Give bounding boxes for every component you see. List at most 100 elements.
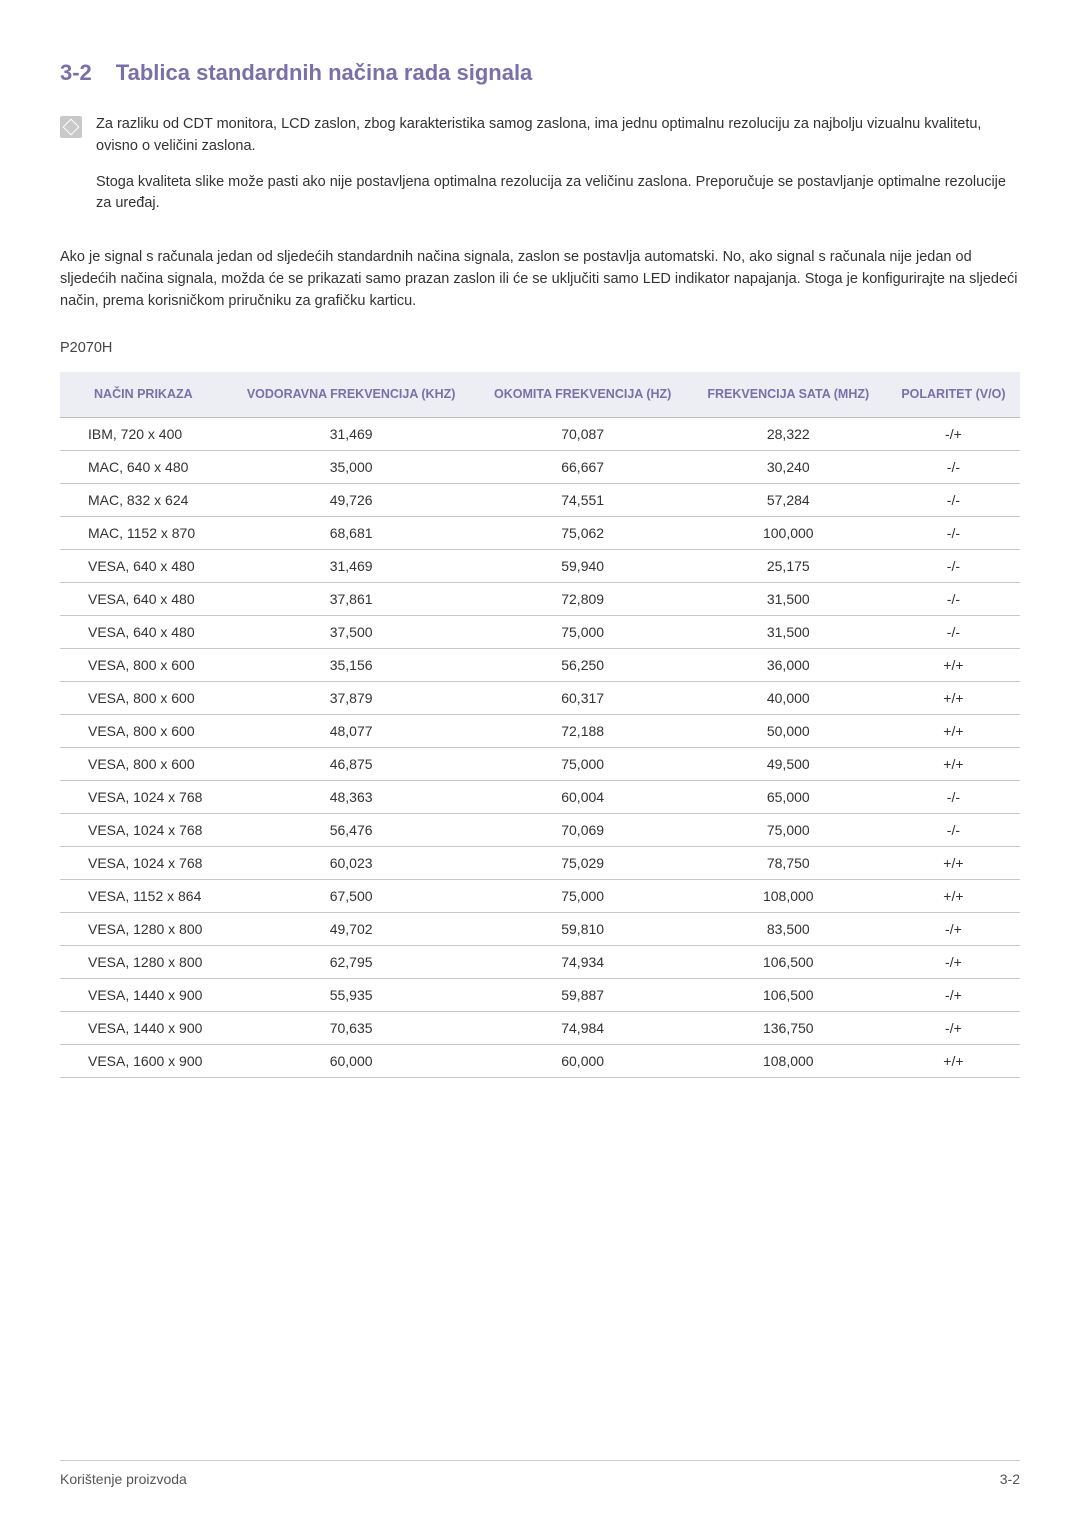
table-row: VESA, 640 x 48037,86172,80931,500-/- (60, 583, 1020, 616)
table-row: VESA, 1440 x 90055,93559,887106,500-/+ (60, 979, 1020, 1012)
table-cell: VESA, 800 x 600 (60, 649, 227, 682)
table-cell: 72,809 (476, 583, 690, 616)
table-cell: -/- (887, 781, 1020, 814)
table-cell: 70,069 (476, 814, 690, 847)
table-cell: -/- (887, 451, 1020, 484)
table-row: IBM, 720 x 40031,46970,08728,322-/+ (60, 418, 1020, 451)
table-cell: 49,702 (227, 913, 476, 946)
table-cell: 75,000 (476, 616, 690, 649)
table-cell: 66,667 (476, 451, 690, 484)
table-cell: VESA, 1280 x 800 (60, 913, 227, 946)
footer-left: Korištenje proizvoda (60, 1471, 187, 1487)
table-cell: +/+ (887, 1045, 1020, 1078)
table-cell: +/+ (887, 748, 1020, 781)
table-row: VESA, 1024 x 76856,47670,06975,000-/- (60, 814, 1020, 847)
table-cell: 68,681 (227, 517, 476, 550)
table-cell: VESA, 1024 x 768 (60, 781, 227, 814)
col-display-mode: NAČIN PRIKAZA (60, 372, 227, 417)
table-cell: 70,635 (227, 1012, 476, 1045)
table-cell: 100,000 (690, 517, 887, 550)
table-cell: 36,000 (690, 649, 887, 682)
table-cell: 75,029 (476, 847, 690, 880)
table-cell: VESA, 800 x 600 (60, 715, 227, 748)
table-cell: +/+ (887, 715, 1020, 748)
table-cell: 31,500 (690, 616, 887, 649)
table-cell: 136,750 (690, 1012, 887, 1045)
table-cell: 37,879 (227, 682, 476, 715)
table-cell: 35,156 (227, 649, 476, 682)
table-cell: 74,984 (476, 1012, 690, 1045)
table-cell: -/- (887, 484, 1020, 517)
table-row: VESA, 800 x 60048,07772,18850,000+/+ (60, 715, 1020, 748)
table-cell: 108,000 (690, 880, 887, 913)
col-clock-freq: FREKVENCIJA SATA (MHZ) (690, 372, 887, 417)
section-number: 3-2 (60, 60, 92, 86)
table-cell: 37,500 (227, 616, 476, 649)
table-cell: 59,887 (476, 979, 690, 1012)
table-cell: 72,188 (476, 715, 690, 748)
table-cell: VESA, 1280 x 800 (60, 946, 227, 979)
table-cell: 65,000 (690, 781, 887, 814)
table-row: MAC, 832 x 62449,72674,55157,284-/- (60, 484, 1020, 517)
signal-modes-table: NAČIN PRIKAZA VODORAVNA FREKVENCIJA (KHZ… (60, 372, 1020, 1078)
table-cell: -/+ (887, 946, 1020, 979)
table-cell: 55,935 (227, 979, 476, 1012)
table-cell: -/+ (887, 913, 1020, 946)
table-cell: 70,087 (476, 418, 690, 451)
table-row: VESA, 1440 x 90070,63574,984136,750-/+ (60, 1012, 1020, 1045)
section-heading: 3-2 Tablica standardnih načina rada sign… (60, 60, 1020, 86)
table-row: VESA, 800 x 60046,87575,00049,500+/+ (60, 748, 1020, 781)
table-row: VESA, 640 x 48037,50075,00031,500-/- (60, 616, 1020, 649)
table-cell: 60,000 (227, 1045, 476, 1078)
table-cell: 30,240 (690, 451, 887, 484)
table-cell: 59,940 (476, 550, 690, 583)
table-cell: 40,000 (690, 682, 887, 715)
table-cell: +/+ (887, 649, 1020, 682)
table-cell: VESA, 1024 x 768 (60, 847, 227, 880)
table-cell: VESA, 1024 x 768 (60, 814, 227, 847)
col-vert-freq: OKOMITA FREKVENCIJA (HZ) (476, 372, 690, 417)
table-cell: VESA, 1440 x 900 (60, 979, 227, 1012)
table-cell: MAC, 832 x 624 (60, 484, 227, 517)
footer-right: 3-2 (1000, 1471, 1020, 1487)
table-cell: -/+ (887, 979, 1020, 1012)
table-cell: 60,004 (476, 781, 690, 814)
note-paragraph-2: Stoga kvaliteta slike može pasti ako nij… (96, 172, 1020, 216)
table-cell: 46,875 (227, 748, 476, 781)
table-cell: VESA, 800 x 600 (60, 748, 227, 781)
table-cell: 60,000 (476, 1045, 690, 1078)
table-cell: 31,500 (690, 583, 887, 616)
table-row: VESA, 1280 x 80062,79574,934106,500-/+ (60, 946, 1020, 979)
table-cell: -/+ (887, 1012, 1020, 1045)
table-cell: 60,317 (476, 682, 690, 715)
note-text: Za razliku od CDT monitora, LCD zaslon, … (96, 114, 1020, 229)
table-cell: 74,551 (476, 484, 690, 517)
table-cell: 49,500 (690, 748, 887, 781)
table-row: VESA, 640 x 48031,46959,94025,175-/- (60, 550, 1020, 583)
table-row: VESA, 1152 x 86467,50075,000108,000+/+ (60, 880, 1020, 913)
table-cell: +/+ (887, 847, 1020, 880)
table-header-row: NAČIN PRIKAZA VODORAVNA FREKVENCIJA (KHZ… (60, 372, 1020, 417)
model-label: P2070H (60, 340, 1020, 356)
table-cell: MAC, 1152 x 870 (60, 517, 227, 550)
table-cell: +/+ (887, 880, 1020, 913)
table-cell: 35,000 (227, 451, 476, 484)
table-cell: 108,000 (690, 1045, 887, 1078)
table-cell: 60,023 (227, 847, 476, 880)
table-cell: 57,284 (690, 484, 887, 517)
table-cell: 106,500 (690, 979, 887, 1012)
table-cell: VESA, 1152 x 864 (60, 880, 227, 913)
body-paragraph: Ako je signal s računala jedan od sljede… (60, 247, 1020, 312)
table-cell: 62,795 (227, 946, 476, 979)
table-cell: MAC, 640 x 480 (60, 451, 227, 484)
table-cell: 49,726 (227, 484, 476, 517)
table-body: IBM, 720 x 40031,46970,08728,322-/+MAC, … (60, 418, 1020, 1078)
table-cell: 67,500 (227, 880, 476, 913)
col-polarity: POLARITET (V/O) (887, 372, 1020, 417)
table-cell: VESA, 640 x 480 (60, 616, 227, 649)
table-cell: -/- (887, 517, 1020, 550)
page-footer: Korištenje proizvoda 3-2 (60, 1460, 1020, 1487)
table-cell: 75,000 (476, 748, 690, 781)
table-cell: VESA, 640 x 480 (60, 583, 227, 616)
table-row: MAC, 640 x 48035,00066,66730,240-/- (60, 451, 1020, 484)
